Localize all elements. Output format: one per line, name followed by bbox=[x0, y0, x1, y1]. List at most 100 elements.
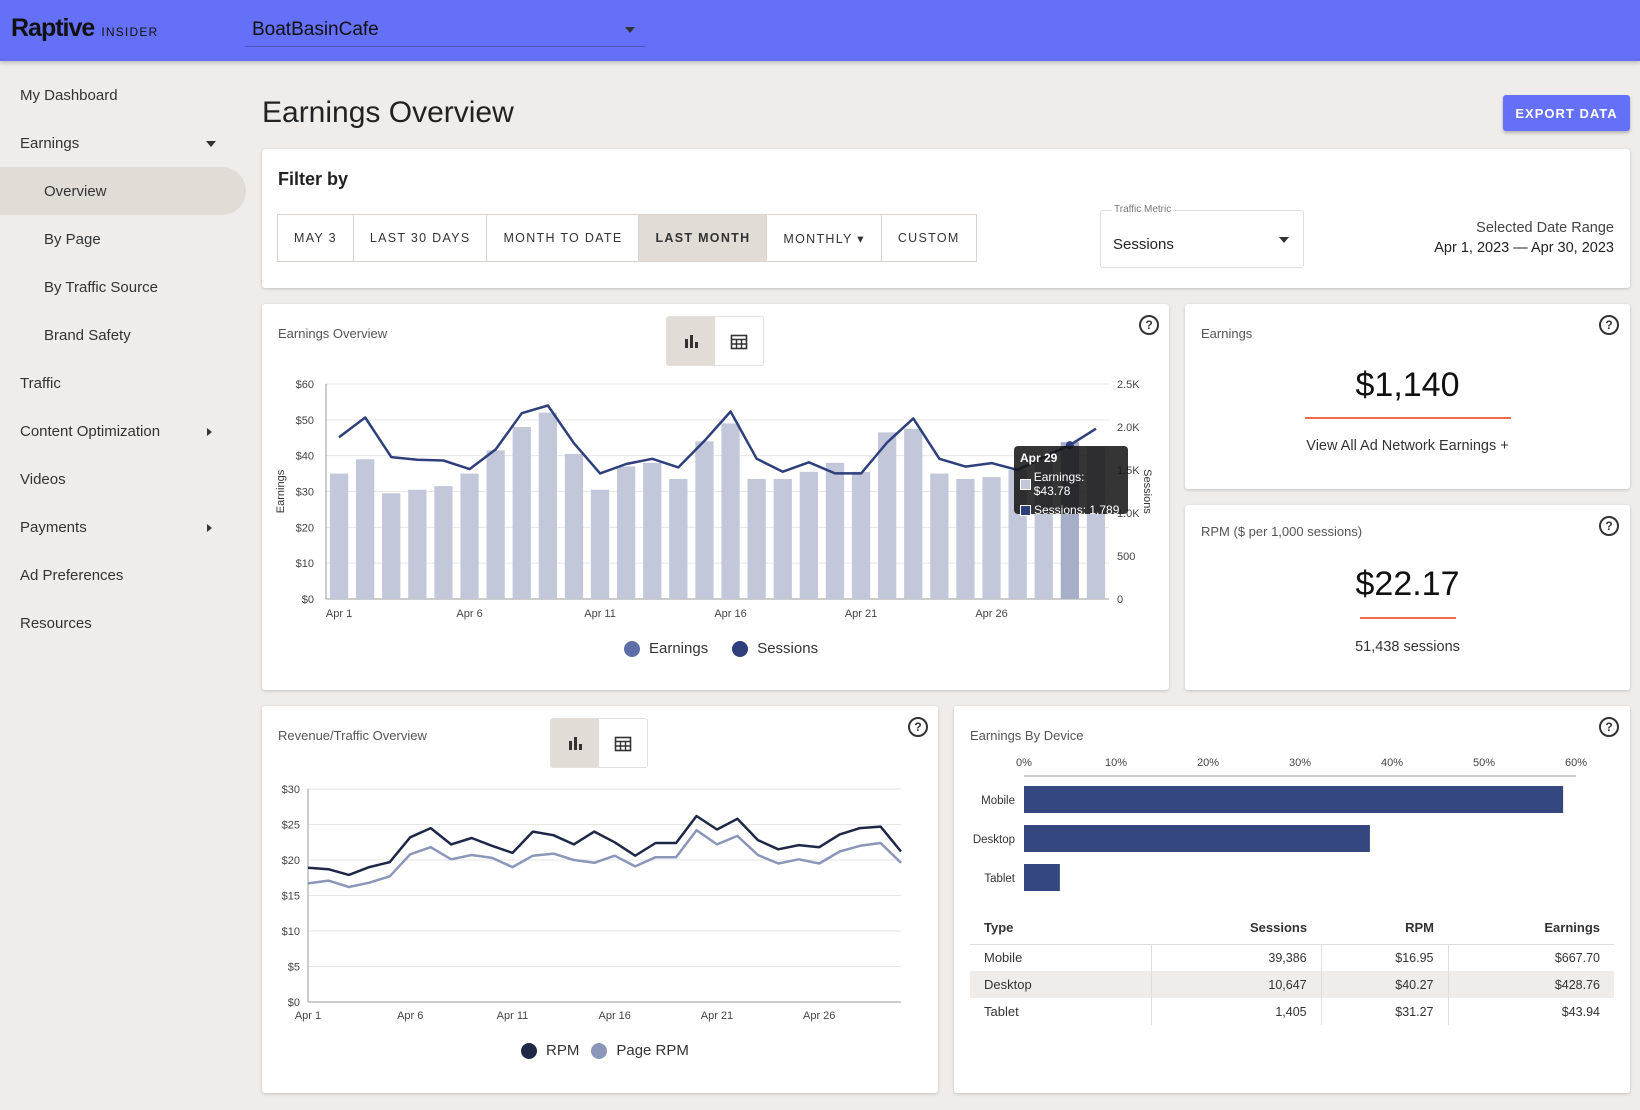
earnings-total-card: Earnings ? $1,140 View All Ad Network Ea… bbox=[1185, 304, 1630, 489]
legend-label: RPM bbox=[546, 1042, 580, 1059]
x-tick-label: Apr 6 bbox=[397, 1010, 423, 1022]
page-rpm-line bbox=[307, 828, 902, 889]
sidebar-item-label: Content Optimization bbox=[20, 422, 161, 440]
table-icon bbox=[730, 334, 748, 350]
device-table: Type Sessions RPM Earnings Mobile 39,386… bbox=[970, 918, 1614, 1025]
column-header-rpm[interactable]: RPM bbox=[1321, 918, 1448, 945]
filter-last-30-days-button[interactable]: LAST 30 DAYS bbox=[352, 214, 488, 262]
category-label: Tablet bbox=[984, 873, 1015, 885]
card-title: Revenue/Traffic Overview bbox=[278, 728, 427, 743]
card-title: Earnings By Device bbox=[970, 728, 1084, 743]
earnings-bar bbox=[851, 471, 871, 599]
tooltip-date: Apr 29 bbox=[1020, 451, 1058, 465]
earnings-total-value: $1,140 bbox=[1355, 366, 1460, 404]
sidebar-item-content-optimization[interactable]: Content Optimization bbox=[0, 407, 250, 455]
sidebar-item-label: Traffic bbox=[20, 374, 61, 392]
site-select[interactable]: BoatBasinCafe bbox=[245, 14, 645, 47]
table-view-button[interactable] bbox=[599, 719, 647, 767]
card-title: Earnings bbox=[1201, 326, 1253, 341]
sidebar-item-payments[interactable]: Payments bbox=[0, 503, 250, 551]
help-icon[interactable]: ? bbox=[1139, 315, 1159, 335]
column-header-type[interactable]: Type bbox=[970, 918, 1152, 945]
column-header-earnings[interactable]: Earnings bbox=[1448, 918, 1614, 945]
category-label: Mobile bbox=[981, 795, 1015, 807]
revenue-traffic-card: Revenue/Traffic Overview ? $0 $5 $10 $15 $20… bbox=[262, 706, 938, 1093]
earnings-bar bbox=[878, 432, 897, 599]
table-header-row: Type Sessions RPM Earnings bbox=[970, 918, 1614, 945]
y-tick-label: $50 bbox=[296, 415, 314, 427]
y-tick-label: $10 bbox=[282, 926, 300, 938]
legend-item-rpm[interactable]: RPM bbox=[521, 1042, 579, 1059]
x-tick-label: Apr 16 bbox=[599, 1010, 631, 1022]
cell-type: Desktop bbox=[970, 971, 1152, 998]
earnings-bar bbox=[486, 450, 505, 599]
cell-sessions: 39,386 bbox=[1151, 944, 1322, 971]
traffic-metric-select[interactable]: Traffic Metric Sessions bbox=[1100, 204, 1304, 268]
raptive-logo[interactable]: Raptive INSIDER bbox=[11, 14, 158, 43]
help-icon[interactable]: ? bbox=[1599, 717, 1619, 737]
legend-swatch bbox=[732, 640, 749, 657]
traffic-metric-label: Traffic Metric bbox=[1112, 204, 1174, 215]
sidebar-item-resources[interactable]: Resources bbox=[0, 599, 250, 647]
sidebar-item-traffic[interactable]: Traffic bbox=[0, 359, 250, 407]
sidebar-item-by-page[interactable]: By Page bbox=[0, 215, 250, 263]
y-tick-label: $60 bbox=[296, 379, 314, 391]
column-header-sessions[interactable]: Sessions bbox=[1151, 918, 1322, 945]
sidebar-item-ad-preferences[interactable]: Ad Preferences bbox=[0, 551, 250, 599]
sidebar-item-videos[interactable]: Videos bbox=[0, 455, 250, 503]
cell-rpm: $31.27 bbox=[1320, 998, 1448, 1025]
sidebar-item-brand-safety[interactable]: Brand Safety bbox=[0, 311, 250, 359]
tooltip-earnings: Earnings: $43.78 bbox=[1033, 470, 1085, 498]
y-tick-label: $0 bbox=[288, 997, 300, 1009]
earnings-bar bbox=[747, 478, 766, 599]
help-icon[interactable]: ? bbox=[908, 717, 928, 737]
device-bar bbox=[1024, 786, 1564, 813]
bar-chart-view-button[interactable] bbox=[667, 317, 715, 365]
filter-card: Filter by MAY 3 LAST 30 DAYS MONTH TO DA… bbox=[262, 149, 1630, 288]
sidebar-item-overview[interactable]: Overview bbox=[0, 167, 246, 215]
sidebar-item-earnings[interactable]: Earnings bbox=[0, 119, 250, 167]
x-tick-label: Apr 1 bbox=[326, 608, 352, 620]
table-row: Mobile 39,386 $16.95 $667.70 bbox=[970, 944, 1614, 971]
filter-title: Filter by bbox=[278, 169, 349, 189]
y-tick-label: $30 bbox=[296, 487, 314, 499]
rpm-sessions-count: 51,438 sessions bbox=[1355, 639, 1460, 655]
legend-swatch bbox=[624, 640, 640, 657]
y-axis-title: Earnings bbox=[275, 469, 287, 513]
filter-custom-button[interactable]: CUSTOM bbox=[880, 214, 977, 262]
sidebar: My Dashboard Earnings Overview By Page B… bbox=[0, 61, 250, 647]
x-tick-label: 20% bbox=[1197, 757, 1219, 769]
sidebar-item-by-traffic-source[interactable]: By Traffic Source bbox=[0, 263, 250, 311]
filter-month-to-date-button[interactable]: MONTH TO DATE bbox=[486, 214, 640, 262]
legend-item-page-rpm[interactable]: Page RPM bbox=[591, 1042, 689, 1059]
y2-tick-label: 0 bbox=[1117, 594, 1123, 606]
filter-monthly-dropdown[interactable]: MONTHLY ▾ bbox=[766, 214, 882, 262]
help-icon[interactable]: ? bbox=[1599, 516, 1619, 536]
legend-item-earnings[interactable]: Earnings bbox=[624, 640, 708, 657]
table-view-button[interactable] bbox=[715, 317, 763, 365]
export-data-button[interactable]: EXPORT DATA bbox=[1503, 95, 1630, 131]
earnings-bar bbox=[721, 423, 740, 599]
filter-last-month-button[interactable]: LAST MONTH bbox=[638, 214, 768, 262]
revenue-traffic-chart: $0 $5 $10 $15 $20 $25 $30 Apr 1 Apr 6 Apr 11 Apr 1… bbox=[282, 784, 902, 1022]
view-ad-network-earnings-link[interactable]: View All Ad Network Earnings + bbox=[1306, 438, 1509, 454]
bar-chart-icon bbox=[685, 335, 698, 348]
filter-may-3-button[interactable]: MAY 3 bbox=[277, 214, 354, 262]
stat-underline bbox=[1305, 417, 1511, 419]
earnings-bar bbox=[590, 489, 610, 599]
device-bar bbox=[1024, 864, 1060, 891]
x-tick-label: Apr 11 bbox=[584, 608, 616, 620]
tooltip-swatch bbox=[1020, 478, 1031, 490]
x-tick-label: Apr 6 bbox=[456, 608, 482, 620]
help-icon[interactable]: ? bbox=[1599, 315, 1619, 335]
chart-legend: Earnings Sessions bbox=[624, 640, 842, 657]
sidebar-item-my-dashboard[interactable]: My Dashboard bbox=[0, 71, 250, 119]
site-select-value: BoatBasinCafe bbox=[252, 19, 379, 40]
date-filter-group: MAY 3 LAST 30 DAYS MONTH TO DATE LAST MO… bbox=[277, 214, 977, 262]
legend-item-sessions[interactable]: Sessions bbox=[732, 640, 818, 657]
legend-label: Earnings bbox=[649, 640, 709, 657]
bar-chart-view-button[interactable] bbox=[551, 719, 599, 767]
earnings-bar bbox=[512, 427, 531, 599]
earnings-bar bbox=[538, 412, 557, 599]
cell-sessions: 10,647 bbox=[1151, 971, 1322, 998]
